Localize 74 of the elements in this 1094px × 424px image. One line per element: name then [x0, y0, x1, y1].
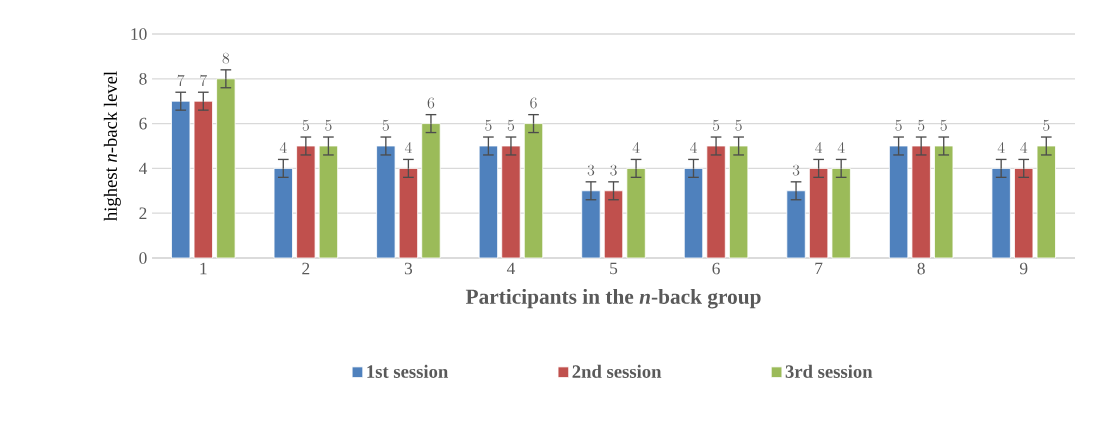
data-label: 5	[302, 119, 309, 131]
data-label: 5	[507, 119, 515, 131]
x-tick-label: 8	[917, 262, 925, 275]
data-label: 7	[200, 74, 207, 87]
x-tick-label: 4	[506, 262, 516, 275]
x-tick-label: 3	[404, 262, 413, 275]
data-label: 5	[485, 119, 492, 131]
bar	[193, 100, 213, 259]
data-label: 6	[427, 97, 435, 109]
bar	[421, 123, 441, 259]
data-label: 5	[735, 119, 742, 131]
legend-label: 1st session	[367, 364, 449, 378]
x-tick-label: 5	[610, 262, 618, 275]
bar	[398, 167, 419, 259]
data-label: 4	[815, 142, 823, 153]
x-tick-label: 1	[200, 262, 207, 275]
bar	[911, 145, 931, 259]
bar	[991, 167, 1011, 259]
data-label: 5	[712, 119, 720, 131]
x-tick-label: 6	[712, 262, 720, 275]
data-label: 5	[1043, 119, 1050, 131]
y-tick-label: 10	[131, 28, 147, 40]
bar	[478, 145, 499, 259]
data-label: 4	[997, 142, 1005, 153]
y-tick-label: 2	[139, 207, 147, 219]
data-label: 4	[690, 142, 697, 153]
data-label: 3	[610, 164, 617, 176]
data-label: 5	[382, 119, 389, 131]
bar	[626, 167, 646, 259]
bar	[318, 145, 339, 259]
data-label: 3	[587, 164, 595, 176]
bar	[171, 100, 191, 259]
bar	[523, 123, 544, 259]
data-label: 5	[895, 119, 902, 131]
x-axis-title: Participants in the n-back group	[465, 288, 761, 309]
data-label: 7	[177, 74, 185, 87]
data-label: 4	[279, 142, 287, 153]
bar	[376, 145, 396, 259]
bar	[683, 167, 704, 259]
y-tick-label: 8	[139, 72, 147, 85]
bar	[706, 145, 726, 259]
y-tick-label: 6	[139, 117, 147, 130]
data-label: 4	[1020, 142, 1028, 153]
bar	[728, 145, 749, 259]
data-label: 3	[792, 164, 800, 176]
bar	[831, 167, 851, 259]
bar	[501, 145, 521, 259]
bar	[603, 190, 624, 259]
legend-label: 2nd session	[572, 364, 662, 378]
bar	[934, 145, 954, 259]
bar	[273, 167, 293, 259]
data-label: 5	[940, 119, 947, 131]
y-tick-label: 4	[138, 162, 148, 175]
data-label: 4	[632, 142, 640, 153]
y-tick-label: 0	[139, 252, 147, 264]
bar	[1014, 167, 1034, 259]
data-label: 5	[325, 119, 332, 131]
x-tick-label: 2	[302, 262, 310, 275]
data-label: 6	[530, 97, 537, 109]
bar	[808, 167, 829, 259]
data-label: 4	[837, 142, 845, 153]
data-label: 4	[404, 142, 412, 153]
bar	[786, 190, 806, 259]
data-label: 5	[918, 119, 925, 131]
legend-label: 3rd session	[785, 364, 873, 378]
x-tick-label: 9	[1019, 262, 1028, 275]
bar	[216, 78, 236, 259]
x-tick-label: 7	[815, 262, 823, 275]
y-axis-title: highest n-back level	[103, 71, 121, 221]
data-label: 8	[222, 52, 230, 64]
bar	[581, 190, 601, 259]
bar	[1036, 145, 1056, 259]
bar	[296, 145, 316, 259]
bar	[888, 145, 909, 259]
